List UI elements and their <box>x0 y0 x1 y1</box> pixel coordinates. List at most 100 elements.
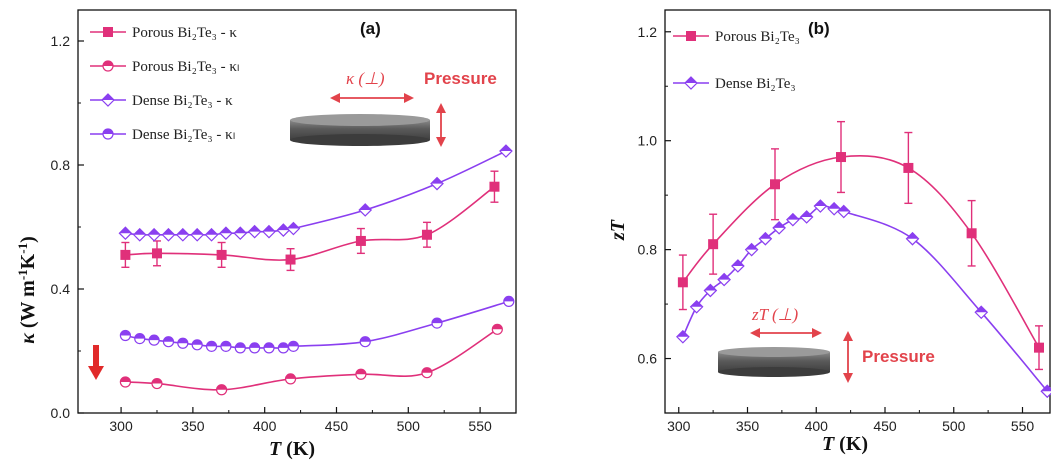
data-point-a-3-11 <box>277 342 289 354</box>
x-tick-label-a-3: 450 <box>325 418 349 434</box>
data-point-a-2-3 <box>161 227 176 242</box>
data-point-a-1-5 <box>421 367 433 379</box>
series-line-b-0 <box>682 155 1040 349</box>
data-point-a-3-14 <box>431 317 443 329</box>
data-point-b-1-12 <box>836 204 851 219</box>
in-plane-arrow-a <box>330 93 414 103</box>
x-tick-label-a-1: 350 <box>181 418 205 434</box>
in-plane-arrow-b <box>750 328 822 338</box>
data-point-a-2-0 <box>118 226 133 241</box>
sample-disk-a <box>290 114 430 146</box>
data-point-a-0-3 <box>285 254 296 265</box>
data-point-b-0-2 <box>770 179 780 190</box>
legend-label-a-3: Dense Bi₂Te₃ - κₗ <box>132 127 235 143</box>
data-point-a-0-2 <box>216 249 227 260</box>
plot-area-a: 300 350 400 450 500 550 0.0 0.4 0.8 1.2 Porous Bi₂… <box>51 25 515 434</box>
pressure-label-b: Pressure <box>862 347 935 366</box>
data-point-a-2-7 <box>219 226 233 241</box>
data-point-a-0-6 <box>489 181 500 192</box>
y-tick-label-a-3: 1.2 <box>51 33 71 49</box>
x-tick-label-a-2: 400 <box>253 418 277 434</box>
data-point-a-3-8 <box>234 342 246 354</box>
data-point-a-1-6 <box>491 323 503 335</box>
data-point-b-1-0 <box>676 329 690 344</box>
data-point-b-1-1 <box>689 299 704 314</box>
data-point-a-3-7 <box>220 340 232 352</box>
sample-disk-b <box>718 347 830 377</box>
x-tick-label-a-5: 550 <box>468 418 492 434</box>
legend-marker-a-2 <box>101 93 115 107</box>
data-point-b-1-15 <box>1040 384 1051 399</box>
data-point-a-1-1 <box>151 377 163 390</box>
data-point-a-3-13 <box>359 336 371 348</box>
data-point-a-0-1 <box>151 248 162 259</box>
legend-label-a-2: Dense Bi₂Te₃ - κ <box>132 93 233 109</box>
legend-marker-a-1 <box>102 60 114 72</box>
data-point-b-1-4 <box>731 259 745 273</box>
plot-frame-b <box>664 9 1051 414</box>
panel-a: (a) κ (W m-1K-1) T (K) κ (⊥) Pressure <box>15 9 517 460</box>
data-point-b-0-0 <box>677 277 688 288</box>
data-point-a-0-4 <box>355 235 366 246</box>
data-point-a-1-0 <box>119 376 131 388</box>
data-point-a-2-1 <box>132 227 147 242</box>
pressure-label-a: Pressure <box>424 69 497 88</box>
data-point-a-3-12 <box>287 340 300 352</box>
x-tick-label-b-3: 450 <box>873 418 897 434</box>
data-point-a-1-4 <box>355 368 367 380</box>
x-tick-label-a-0: 300 <box>109 418 133 434</box>
legend-label-a-1: Porous Bi₂Te₃ - κₗ <box>132 59 239 75</box>
data-point-a-3-15 <box>503 295 515 307</box>
legend-label-b-0: Porous Bi₂Te₃ <box>715 29 800 45</box>
data-point-a-2-15 <box>499 144 513 158</box>
pressure-arrow-b <box>843 331 853 383</box>
data-point-b-1-14 <box>974 305 989 320</box>
x-axis-label-a: T (K) <box>269 438 315 460</box>
data-point-a-2-12 <box>286 221 301 236</box>
data-point-a-0-5 <box>421 229 432 240</box>
data-point-a-2-2 <box>147 227 161 242</box>
data-point-b-1-9 <box>799 210 814 224</box>
plot-frame-a <box>77 9 517 414</box>
legend-marker-b-0 <box>686 31 696 41</box>
legend-marker-b-1 <box>684 76 698 90</box>
y-tick-label-a-1: 0.4 <box>51 281 71 297</box>
data-point-b-1-7 <box>772 220 786 235</box>
data-point-b-1-5 <box>744 242 759 257</box>
data-point-a-3-3 <box>162 336 175 348</box>
y-axis-label-a: κ (W m-1K-1) <box>15 236 40 344</box>
x-axis-label-b: T (K) <box>822 433 868 455</box>
x-tick-label-a-4: 500 <box>397 418 421 434</box>
data-point-a-3-2 <box>148 334 160 346</box>
data-point-b-0-4 <box>903 162 914 173</box>
panel-label-b: (b) <box>808 19 830 38</box>
y-tick-label-b-1: 0.8 <box>638 242 658 258</box>
panel-b: (b) zT T (K) zT (⊥) Pressure <box>607 9 1051 455</box>
legend-label-b-1: Dense Bi₂Te₃ <box>715 76 796 92</box>
legend-marker-a-3 <box>102 128 114 140</box>
data-point-a-2-4 <box>175 227 190 242</box>
kappa-perp-annotation: κ (⊥) <box>346 69 385 88</box>
y-tick-label-a-2: 0.8 <box>51 157 71 173</box>
data-point-b-1-2 <box>703 283 718 298</box>
data-point-a-2-9 <box>247 224 262 239</box>
x-tick-label-b-2: 400 <box>805 418 829 434</box>
legend-label-a-0: Porous Bi₂Te₃ - κ <box>132 25 237 41</box>
data-point-a-2-14 <box>430 176 444 191</box>
x-tick-label-b-0: 300 <box>667 418 691 434</box>
data-point-a-3-6 <box>205 340 218 352</box>
data-point-b-1-3 <box>717 272 731 287</box>
x-tick-label-b-1: 350 <box>736 418 760 434</box>
data-point-b-0-6 <box>1034 342 1044 353</box>
data-point-a-3-5 <box>191 339 203 351</box>
data-point-a-1-3 <box>284 373 297 385</box>
x-tick-label-b-4: 500 <box>942 418 966 434</box>
data-point-b-1-8 <box>786 212 800 227</box>
panel-label-a: (a) <box>360 19 381 38</box>
plot-area-b: 300 350 400 450 500 550 0.6 0.8 1.0 1.2 Porous Bi₂… <box>638 24 1051 434</box>
pressure-arrow-a <box>436 103 446 147</box>
decrease-arrow <box>88 345 104 380</box>
data-point-b-0-1 <box>708 239 719 250</box>
data-point-b-1-11 <box>827 201 841 216</box>
legend-marker-a-0 <box>103 27 113 37</box>
